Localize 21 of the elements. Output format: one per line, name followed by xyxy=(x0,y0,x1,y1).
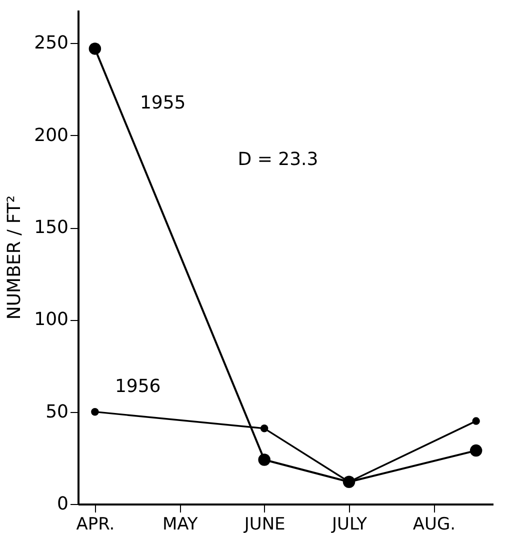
x-tick-label: JUNE xyxy=(243,514,286,533)
x-tick-label: MAY xyxy=(162,514,198,533)
annotation: D = 23.3 xyxy=(238,149,318,170)
y-tick-label: 250 xyxy=(34,32,68,54)
y-tick-label: 100 xyxy=(34,309,68,330)
point xyxy=(91,408,99,416)
point xyxy=(260,424,268,432)
y-tick-label: 0 xyxy=(57,494,68,514)
x-tick-label: APR. xyxy=(76,514,115,533)
point xyxy=(88,42,102,55)
x-tick-label: AUG. xyxy=(412,514,456,533)
y-axis-title: NUMBER / FT² xyxy=(4,195,26,320)
point xyxy=(258,454,270,466)
y-tick-label: 200 xyxy=(34,124,68,146)
series-label: 1956 xyxy=(114,376,161,397)
series-label: 1955 xyxy=(140,92,186,114)
point xyxy=(472,417,480,425)
x-tick-label: JULY xyxy=(330,514,368,533)
y-tick-label: 150 xyxy=(34,217,68,238)
point xyxy=(470,444,482,457)
y-tick-label: 50 xyxy=(46,401,68,422)
